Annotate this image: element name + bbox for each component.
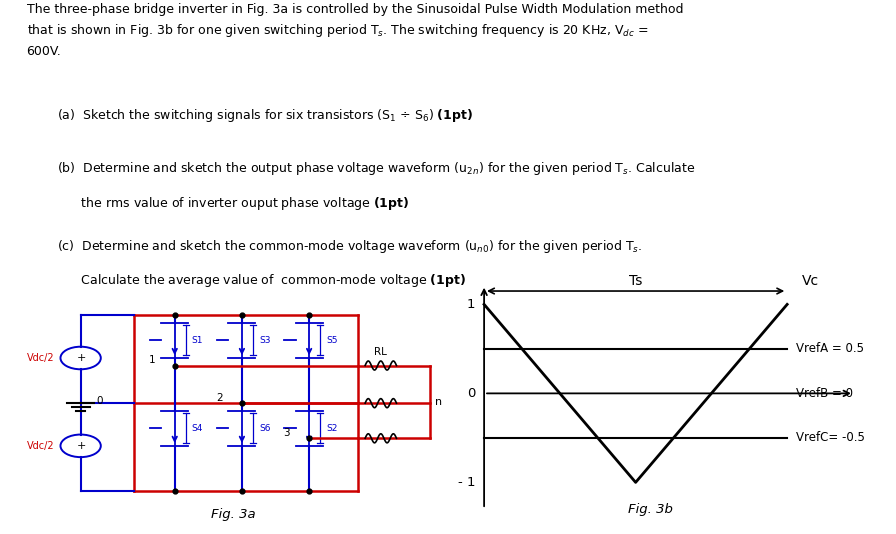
Text: S6: S6 (259, 424, 271, 433)
Text: 2: 2 (216, 392, 223, 403)
Text: Fig. 3b: Fig. 3b (628, 503, 673, 516)
Text: Calculate the average value of  common-mode voltage $\mathbf{(1pt)}$: Calculate the average value of common-mo… (56, 272, 465, 289)
Text: Fig. 3a: Fig. 3a (211, 508, 255, 521)
Text: $+$: $+$ (75, 441, 86, 451)
Text: (b)  Determine and sketch the output phase voltage waveform (u$_{2n}$) for the g: (b) Determine and sketch the output phas… (56, 160, 695, 177)
Text: VrefB = 0: VrefB = 0 (797, 387, 853, 400)
Text: $+$: $+$ (75, 352, 86, 364)
Text: (a)  Sketch the switching signals for six transistors (S$_1$ $\div$ S$_6$) $\mat: (a) Sketch the switching signals for six… (56, 107, 473, 124)
Text: S2: S2 (326, 424, 338, 433)
Text: 1: 1 (467, 298, 475, 311)
Text: Vc: Vc (802, 274, 820, 288)
Text: 0: 0 (467, 387, 475, 400)
Text: - 1: - 1 (458, 476, 475, 489)
Text: S3: S3 (259, 336, 271, 345)
Text: the rms value of inverter ouput phase voltage $\mathbf{(1pt)}$: the rms value of inverter ouput phase vo… (56, 195, 409, 212)
Text: Vdc/2: Vdc/2 (27, 441, 55, 451)
Text: VrefA = 0.5: VrefA = 0.5 (797, 342, 865, 356)
Text: The three-phase bridge inverter in Fig. 3a is controlled by the Sinusoidal Pulse: The three-phase bridge inverter in Fig. … (27, 3, 683, 58)
Text: 0: 0 (97, 396, 103, 406)
Text: Ts: Ts (629, 274, 642, 288)
Text: (c)  Determine and sketch the common-mode voltage waveform (u$_{n0}$) for the gi: (c) Determine and sketch the common-mode… (56, 238, 642, 255)
Text: 1: 1 (149, 355, 156, 365)
Text: S1: S1 (192, 336, 203, 345)
Text: S4: S4 (192, 424, 203, 433)
Text: 3: 3 (283, 428, 290, 438)
Text: Vdc/2: Vdc/2 (27, 353, 55, 363)
Text: S5: S5 (326, 336, 338, 345)
Text: n: n (435, 397, 443, 407)
Text: VrefC= -0.5: VrefC= -0.5 (797, 431, 866, 444)
Text: RL: RL (375, 347, 387, 357)
